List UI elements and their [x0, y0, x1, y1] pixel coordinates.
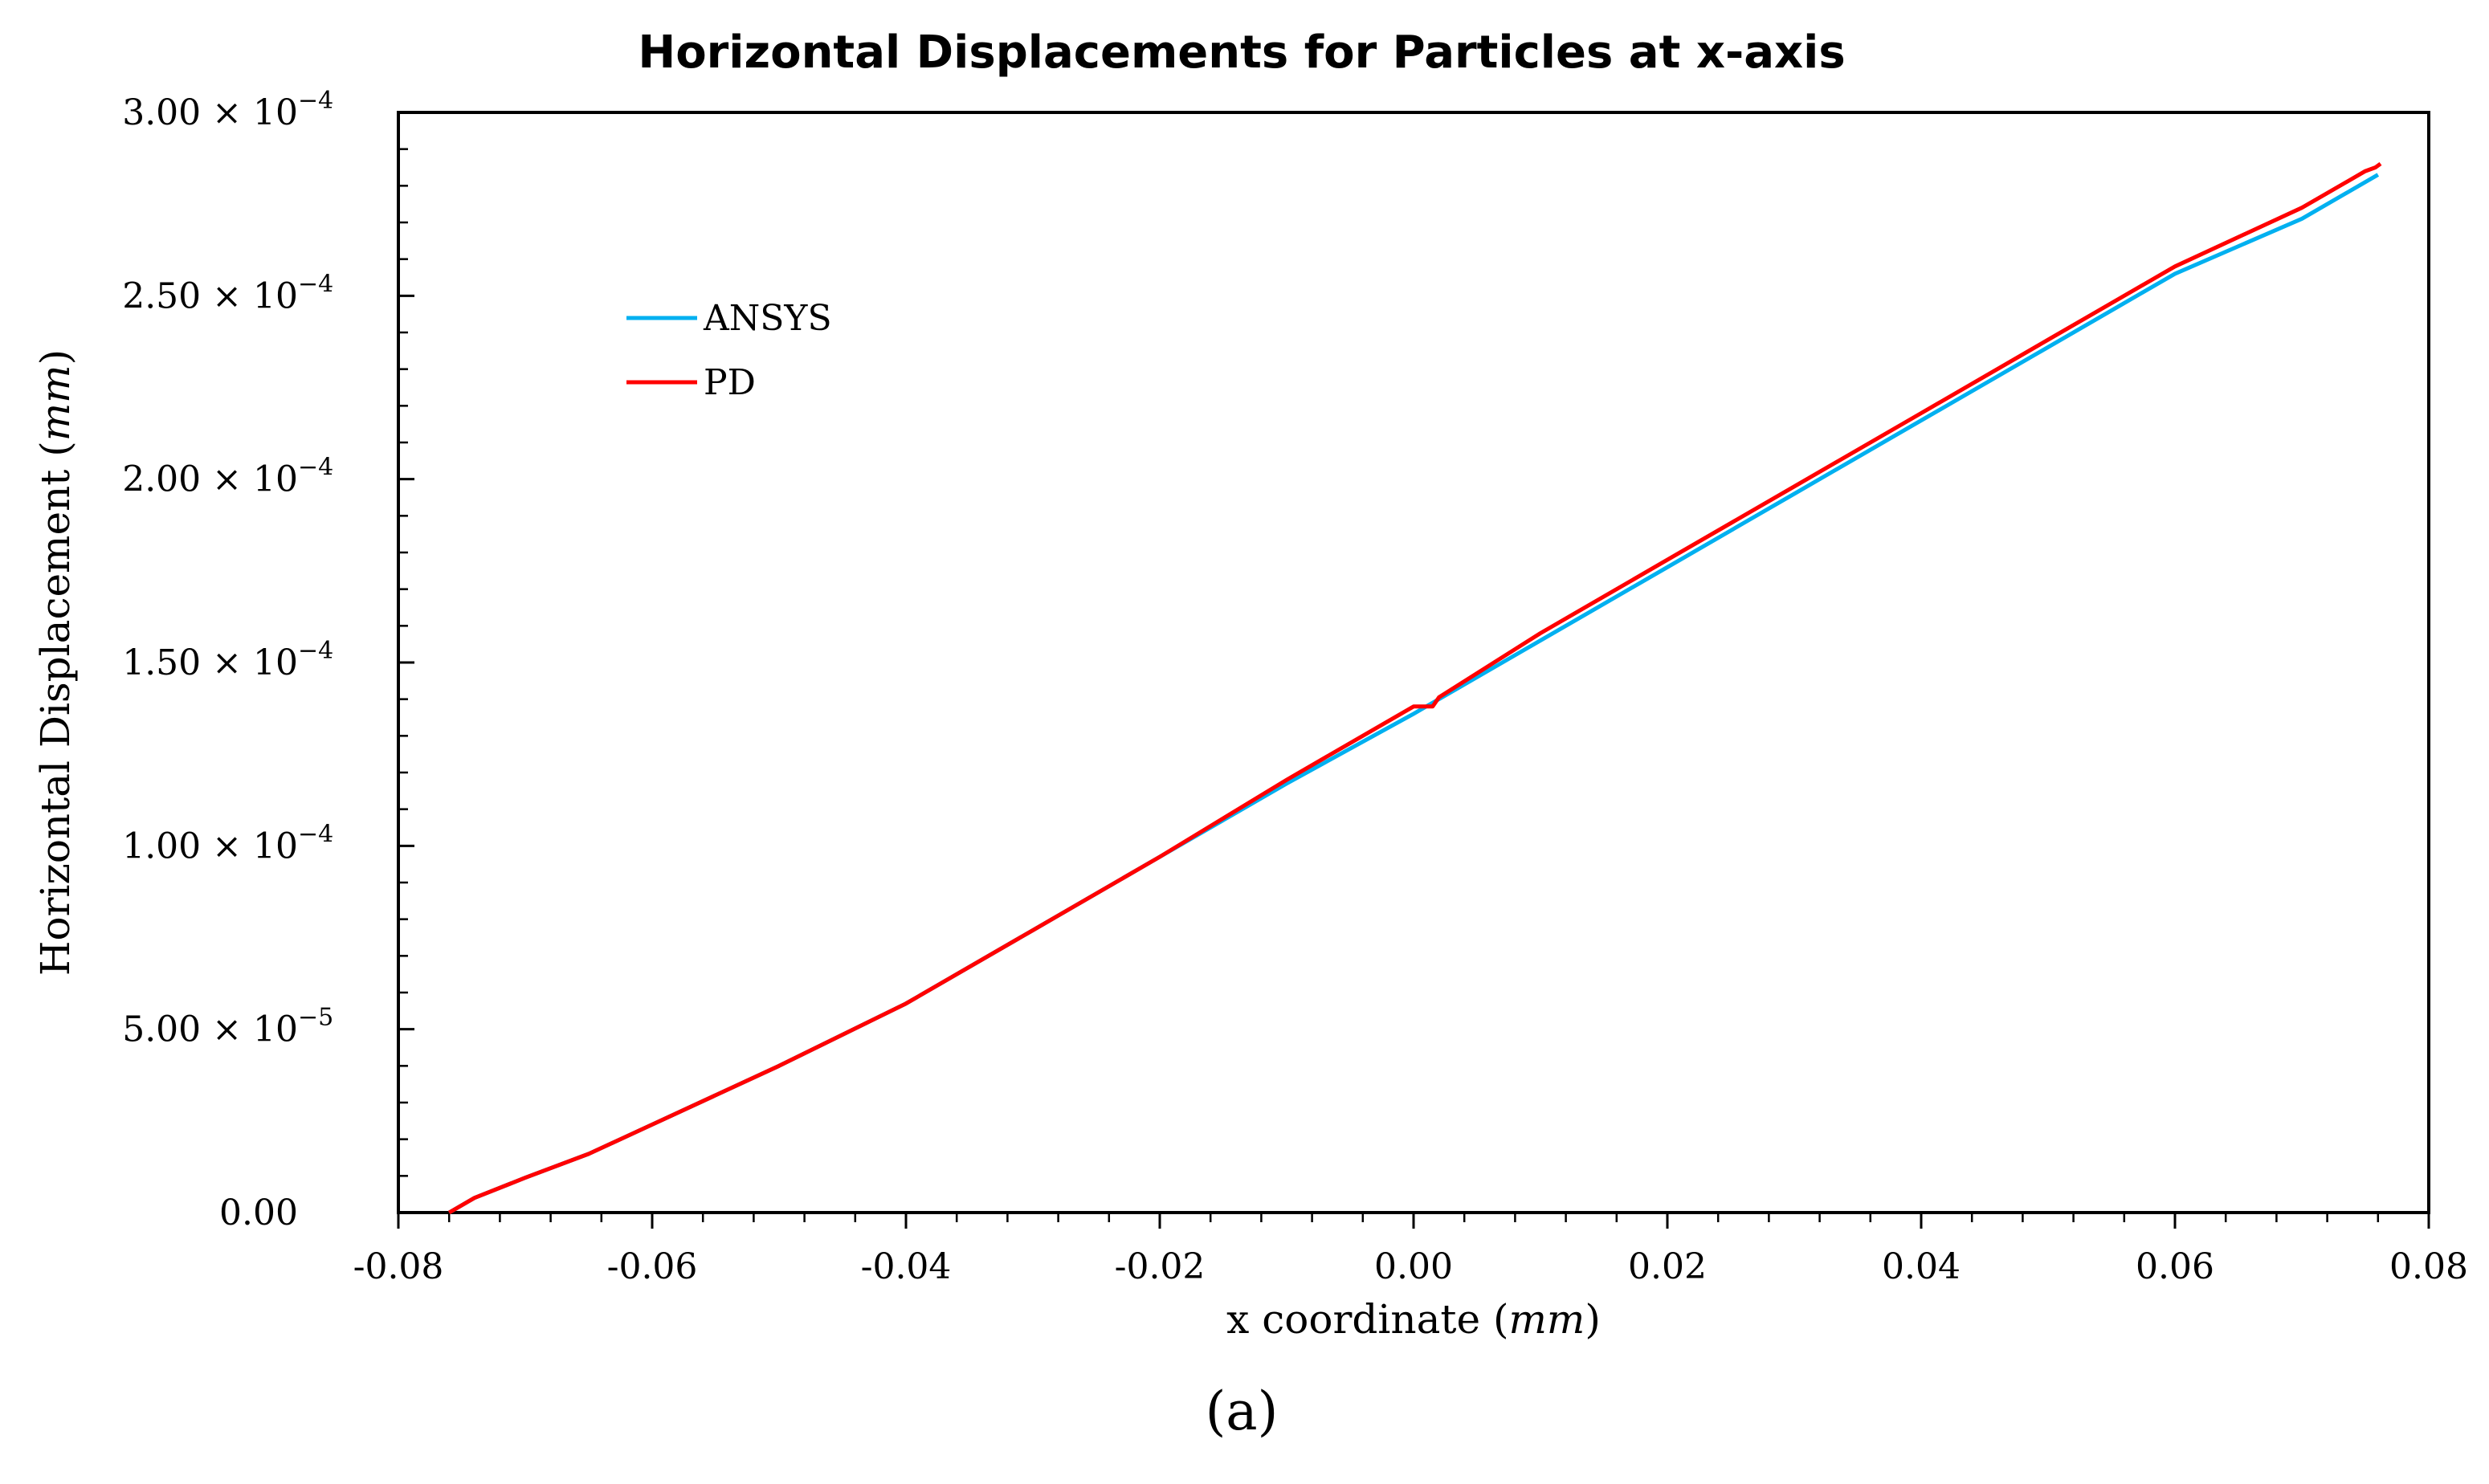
- y-tick-mantissa: 1.00 × 10: [122, 826, 298, 866]
- y-tick-exponent: −4: [298, 454, 333, 482]
- legend-label-pd: PD: [704, 362, 756, 403]
- x-tick-label: -0.02: [1115, 1246, 1206, 1287]
- y-tick-exponent: −4: [298, 637, 333, 665]
- legend: ANSYS PD: [626, 298, 832, 403]
- x-axis-label: x coordinate (mm): [1226, 1296, 1601, 1343]
- legend-label-ansys: ANSYS: [703, 298, 832, 339]
- y-tick-mantissa: 0.00: [219, 1192, 298, 1233]
- y-tick-label: 2.50 × 10−4: [122, 270, 333, 316]
- x-tick-label: -0.04: [861, 1246, 952, 1287]
- x-tick-label: 0.04: [1882, 1246, 1961, 1287]
- x-tick-label: -0.08: [353, 1246, 444, 1287]
- y-tick-label: 1.00 × 10−4: [122, 820, 333, 866]
- y-tick-exponent: −5: [298, 1004, 333, 1032]
- figure-caption: (a): [1206, 1380, 1279, 1442]
- y-tick-exponent: −4: [298, 820, 333, 848]
- y-axis-label: Horizontal Displacement (mm): [32, 349, 79, 976]
- x-tick-label: 0.02: [1628, 1246, 1707, 1287]
- plot-frame: [397, 111, 2430, 1214]
- tick-labels: -0.08 -0.06 -0.04 -0.02 0.00 0.02 0.04 0.06 0.08…: [122, 87, 2468, 1287]
- series-lines: [447, 161, 2382, 1215]
- y-tick-mantissa: 2.00 × 10: [122, 459, 298, 500]
- y-tick-label: 1.50 × 10−4: [122, 637, 333, 683]
- y-tick-mantissa: 3.00 × 10: [122, 92, 298, 133]
- x-tick-label: 0.00: [1374, 1246, 1453, 1287]
- y-tick-mantissa: 2.50 × 10: [122, 275, 298, 316]
- x-tick-label: 0.08: [2389, 1246, 2468, 1287]
- y-tick-exponent: −4: [298, 87, 333, 115]
- y-tick-mantissa: 1.50 × 10: [122, 642, 298, 683]
- chart-title: Horizontal Displacements for Particles a…: [638, 26, 1845, 79]
- y-tick-label: 5.00 × 10−5: [122, 1004, 333, 1050]
- series-line-pd: [447, 161, 2382, 1215]
- y-tick-label: 0.00: [219, 1192, 298, 1233]
- x-tick-label: -0.06: [607, 1246, 698, 1287]
- y-tick-exponent: −4: [298, 270, 333, 298]
- x-tick-label: 0.06: [2136, 1246, 2214, 1287]
- y-tick-label: 2.00 × 10−4: [122, 454, 333, 500]
- axis-ticks: [397, 111, 2430, 1229]
- y-tick-label: 3.00 × 10−4: [122, 87, 333, 133]
- y-tick-mantissa: 5.00 × 10: [122, 1009, 298, 1050]
